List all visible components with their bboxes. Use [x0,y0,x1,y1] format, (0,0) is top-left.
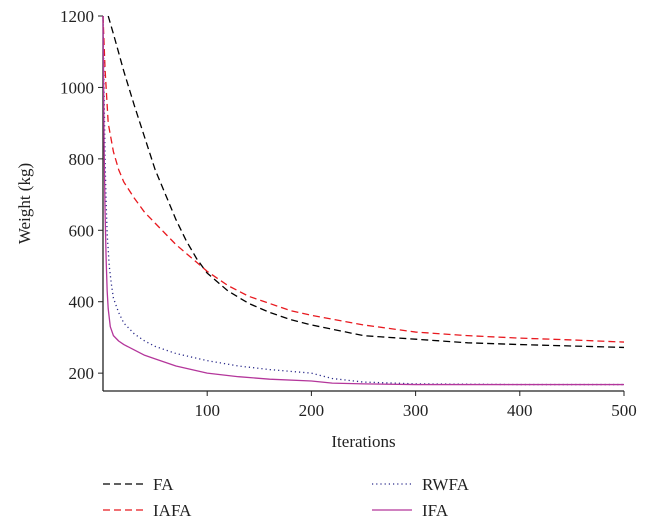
y-tick-label: 1000 [60,78,94,97]
x-tick-label: 100 [194,401,220,420]
x-axis-label: Iterations [331,432,395,451]
axes [102,16,624,392]
x-tick-label: 300 [403,401,429,420]
legend: FA IAFA RWFA IFA [103,475,470,520]
legend-ifa-label: IFA [422,501,449,520]
x-tick-label: 400 [507,401,533,420]
legend-fa-label: FA [153,475,174,494]
y-tick-label: 200 [69,364,95,383]
legend-iafa-label: IAFA [153,501,192,520]
y-tick-label: 600 [69,221,95,240]
y-tick-label: 800 [69,150,95,169]
y-axis-label: Weight (kg) [15,163,34,244]
y-tick-label: 400 [69,293,95,312]
series-lines [102,15,625,386]
x-tick-label: 500 [611,401,637,420]
series-rwfa-line [102,15,624,386]
x-tick-label: 200 [299,401,325,420]
series-fa-line [107,15,625,349]
legend-rwfa-label: RWFA [422,475,470,494]
y-ticks: 200 400 600 800 1000 1200 [60,7,103,383]
series-ifa-line [102,15,624,386]
y-tick-label: 1200 [60,7,94,26]
x-ticks: 100 200 300 400 500 [194,391,637,420]
series-iafa-line [102,15,625,343]
